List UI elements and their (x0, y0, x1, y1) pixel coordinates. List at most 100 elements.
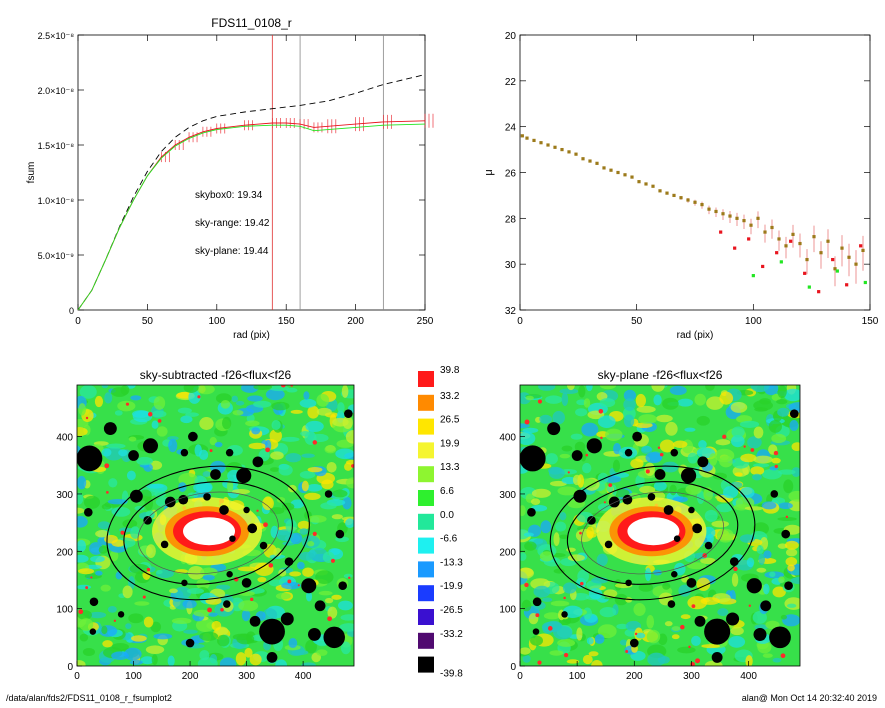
noise-blob (270, 525, 279, 539)
data-point (777, 237, 781, 241)
sky-plane-map-image (520, 385, 800, 666)
noise-blob (545, 453, 558, 465)
noise-blob (777, 385, 787, 399)
noise-blob (752, 473, 762, 481)
noise-blob (653, 394, 662, 406)
noise-blob (90, 555, 105, 563)
noise-blob (245, 420, 260, 427)
noise-blob (597, 503, 611, 512)
data-point (719, 230, 723, 234)
noise-blob (185, 412, 199, 417)
noise-blob (77, 584, 92, 590)
mask-blob (671, 570, 678, 578)
y-axis-label: fsum (26, 162, 37, 184)
data-point (602, 166, 606, 170)
noise-blob (576, 627, 583, 641)
noise-blob (791, 569, 800, 575)
noise-blob (671, 634, 680, 640)
noise-blob (156, 426, 168, 437)
mask-blob (249, 615, 261, 627)
y-tick-label: 2.0×10⁻⁸ (38, 86, 75, 96)
noise-blob (522, 427, 539, 434)
aperture-ellipse (581, 491, 724, 575)
noise-speck (207, 607, 212, 613)
colorbar-swatch (418, 585, 434, 602)
noise-blob (694, 393, 706, 406)
noise-blob (299, 470, 316, 479)
noise-blob (614, 593, 628, 606)
data-point (574, 152, 578, 156)
noise-blob (746, 557, 755, 568)
data-point (819, 251, 823, 255)
data-point (637, 180, 641, 184)
x-axis-label: rad (pix) (677, 330, 714, 341)
mask-blob (629, 638, 639, 648)
noise-speck (688, 645, 691, 649)
noise-blob (129, 659, 143, 665)
data-point (644, 182, 648, 186)
noise-blob (235, 652, 247, 666)
noise-blob (199, 417, 214, 430)
colorbar-label: 26.5 (440, 415, 460, 426)
noise-blob (597, 624, 617, 639)
mask-blob (647, 493, 656, 501)
data-point (770, 225, 774, 230)
noise-blob (734, 472, 743, 477)
noise-blob (651, 385, 665, 392)
data-point (553, 145, 557, 149)
noise-blob (530, 635, 544, 646)
noise-blob (583, 398, 591, 408)
mask-blob (301, 578, 317, 594)
mask-blob (532, 597, 542, 607)
noise-blob (151, 420, 159, 429)
noise-blob (716, 503, 733, 513)
noise-blob (269, 385, 290, 392)
noise-blob (533, 585, 551, 598)
noise-blob (761, 468, 782, 480)
noise-blob (520, 552, 527, 561)
noise-blob (232, 633, 251, 641)
noise-blob (662, 397, 679, 410)
noise-speck (585, 453, 589, 457)
noise-blob (331, 514, 343, 520)
noise-blob (597, 415, 616, 428)
noise-blob (79, 633, 89, 642)
noise-speck (524, 582, 529, 588)
mask-blob (604, 540, 613, 549)
noise-blob (559, 453, 571, 459)
plot-title: FDS11_0108_r (211, 16, 292, 30)
noise-blob (104, 534, 118, 544)
noise-speck (659, 452, 664, 457)
data-point (658, 189, 662, 193)
noise-blob (523, 532, 534, 537)
noise-blob (653, 481, 667, 491)
noise-blob (581, 422, 599, 437)
noise-blob (318, 590, 333, 596)
data-point (728, 214, 732, 218)
mask-blob (625, 579, 632, 587)
noise-blob (712, 472, 727, 480)
noise-speck (125, 402, 130, 406)
noise-blob (787, 564, 795, 572)
mask-blob (103, 422, 117, 436)
sky-subtracted-map: 0 100 200 300 400 0 100 200 300 400 sky-subtracted… (56, 368, 355, 682)
noise-blob (701, 644, 721, 649)
mask-blob (226, 571, 233, 578)
noise-blob (672, 496, 688, 503)
noise-blob (337, 402, 345, 414)
noise-blob (307, 541, 315, 547)
colorbar-swatch (418, 632, 434, 649)
x-tick-label: 100 (208, 316, 225, 327)
noise-blob (126, 470, 136, 481)
noise-blob (344, 462, 353, 471)
noise-blob (677, 398, 694, 407)
data-point (693, 200, 697, 204)
noise-blob (343, 573, 353, 579)
noise-blob (83, 495, 101, 509)
data-point (817, 290, 821, 294)
noise-speck (695, 658, 701, 664)
noise-blob (765, 620, 780, 630)
colorbar-label: 33.2 (440, 391, 460, 402)
noise-blob (285, 519, 297, 533)
noise-blob (231, 489, 251, 495)
